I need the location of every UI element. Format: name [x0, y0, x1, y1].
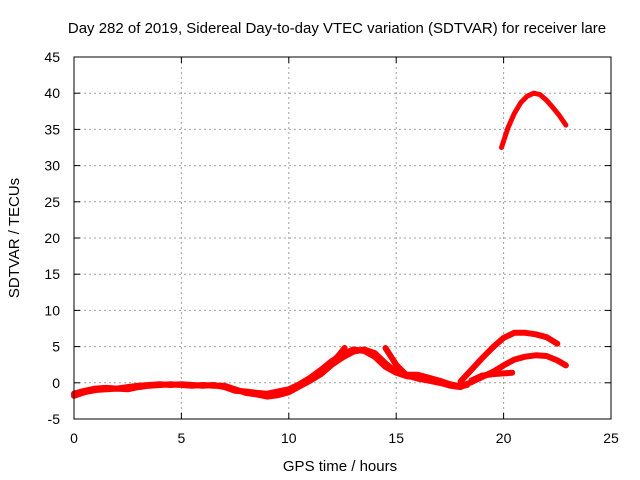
y-tick-label: 30 [44, 158, 60, 174]
x-tick-label: 20 [496, 430, 512, 446]
y-tick-label: 15 [44, 266, 60, 282]
y-tick-label: 25 [44, 194, 60, 210]
series-line-trace-2 [71, 346, 464, 397]
x-tick-label: 10 [281, 430, 297, 446]
series-line-trace-7 [468, 369, 516, 384]
y-tick-label: 35 [44, 121, 60, 137]
series-line-trace-8 [499, 90, 569, 150]
axes: 0 5 10 15 20 25 -5 0 5 10 15 20 25 30 35 40 45 [44, 49, 619, 446]
x-tick-label: 0 [70, 430, 78, 446]
chart-title: Day 282 of 2019, Sidereal Day-to-day VTE… [68, 20, 606, 37]
x-tick-label: 25 [603, 430, 619, 446]
y-axis-title: SDTVAR / TECUs [6, 178, 23, 298]
x-tick-label: 5 [178, 430, 186, 446]
y-tick-label: 0 [52, 375, 60, 391]
grid [74, 57, 611, 419]
series-line-trace-4 [382, 345, 471, 390]
x-tick-label: 15 [388, 430, 404, 446]
y-tick-label: 45 [44, 49, 60, 65]
y-tick-label: -5 [48, 411, 61, 427]
y-tick-label: 5 [52, 339, 60, 355]
y-tick-label: 20 [44, 230, 60, 246]
y-tick-label: 10 [44, 302, 60, 318]
series-line-trace-5 [457, 329, 561, 385]
series-layer [71, 90, 569, 400]
x-axis-title: GPS time / hours [283, 458, 397, 475]
y-tick-label: 40 [44, 85, 60, 101]
series-line-trace-3 [303, 345, 348, 386]
